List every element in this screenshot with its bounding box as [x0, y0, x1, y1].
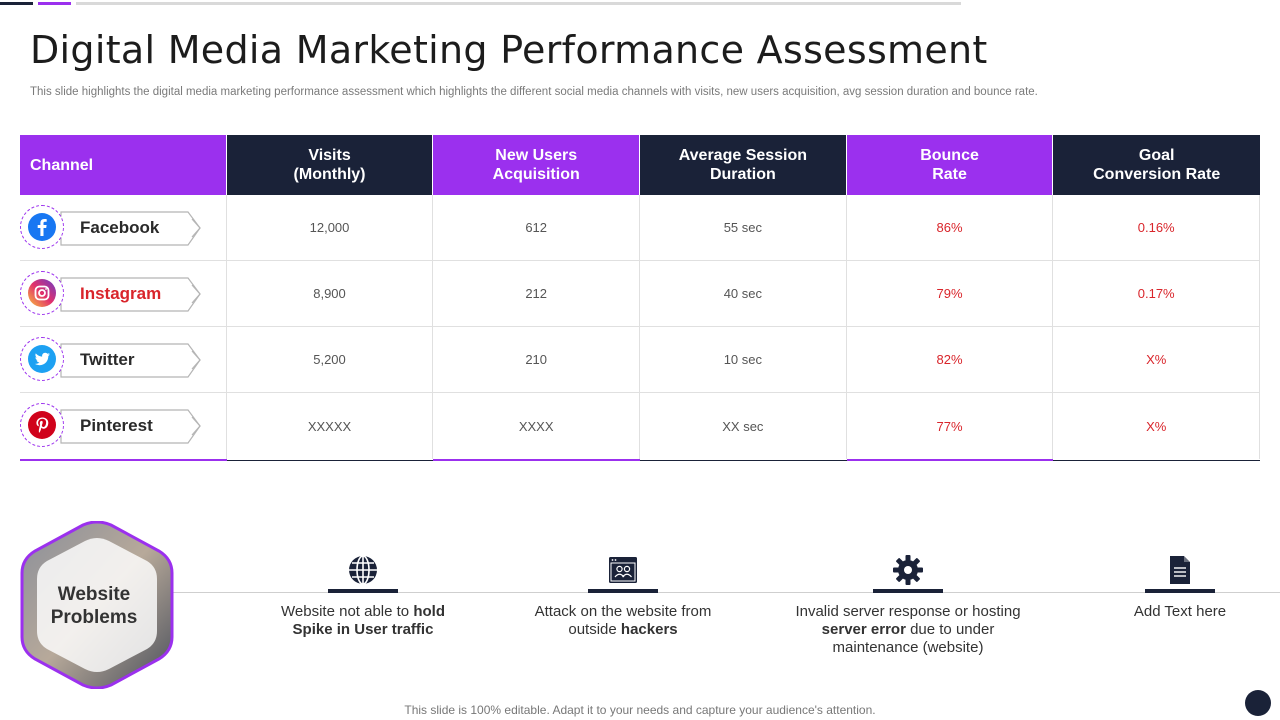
channel-cell: Pinterest: [20, 393, 227, 459]
problem-item: Website not able to hold Spike in User tr…: [243, 554, 483, 639]
visits-cell: 12,000: [227, 195, 434, 260]
session-cell: 55 sec: [640, 195, 847, 260]
bounce-cell: 77%: [847, 393, 1054, 459]
header-channel: Channel: [20, 135, 227, 195]
table-header-row: Channel Visits (Monthly) New Users Acqui…: [20, 135, 1261, 195]
pinterest-icon: [20, 403, 64, 447]
problem-text: Invalid server response or hosting server…: [795, 603, 1021, 656]
header-bounce-rate: Bounce Rate: [846, 135, 1054, 195]
header-visits: Visits (Monthly): [226, 135, 434, 195]
table-row: Twitter 5,200 210 10 sec 82% X%: [20, 327, 1261, 393]
page-subtitle: This slide highlights the digital media …: [30, 86, 1038, 98]
session-cell: 40 sec: [640, 261, 847, 326]
accent-segment-gray: [76, 2, 961, 5]
header-goal-conversion: Goal Conversion Rate: [1053, 135, 1261, 195]
visits-cell: 8,900: [227, 261, 434, 326]
table-row: Instagram 8,900 212 40 sec 79% 0.17%: [20, 261, 1261, 327]
bounce-cell: 82%: [847, 327, 1054, 392]
problem-underline: [1145, 589, 1215, 593]
twitter-icon: [20, 337, 64, 381]
performance-table: Channel Visits (Monthly) New Users Acqui…: [20, 135, 1261, 459]
globe-icon: [243, 554, 483, 586]
website-problems-heading: Website Problems: [50, 584, 138, 628]
bounce-cell: 86%: [847, 195, 1054, 260]
new-users-cell: XXXX: [433, 393, 641, 459]
table-row: Pinterest XXXXX XXXX XX sec 77% X%: [20, 393, 1261, 459]
goal-cell: 0.16%: [1053, 195, 1261, 260]
page-title: Digital Media Marketing Performance Asse…: [30, 28, 988, 72]
channel-cell: Instagram: [20, 261, 227, 326]
session-cell: XX sec: [640, 393, 847, 459]
channel-cell: Twitter: [20, 327, 227, 392]
channel-pill: Facebook: [60, 211, 201, 246]
browser-users-icon: [503, 554, 743, 586]
table-bottom-border: [20, 459, 1261, 461]
channel-cell: Facebook: [20, 195, 227, 260]
problem-item: Attack on the website from outside hacker…: [503, 554, 743, 639]
problem-text: Add Text here: [1133, 603, 1227, 620]
new-users-cell: 210: [433, 327, 641, 392]
channel-name: Pinterest: [80, 416, 153, 435]
timeline-divider: [170, 592, 1280, 593]
channel-pill: Instagram: [60, 277, 201, 312]
goal-cell: 0.17%: [1053, 261, 1261, 326]
problem-underline: [328, 589, 398, 593]
accent-segment-purple: [38, 2, 71, 5]
new-users-cell: 612: [433, 195, 641, 260]
facebook-icon: [20, 205, 64, 249]
new-users-cell: 212: [433, 261, 641, 326]
problem-item: Add Text here: [1060, 554, 1280, 621]
problem-underline: [588, 589, 658, 593]
gear-icon: [788, 554, 1028, 586]
footer-note: This slide is 100% editable. Adapt it to…: [404, 703, 876, 717]
table-row: Facebook 12,000 612 55 sec 86% 0.16%: [20, 195, 1261, 261]
problem-text: Website not able to hold Spike in User tr…: [281, 603, 445, 638]
top-accent-bar: [0, 2, 1280, 6]
channel-name: Twitter: [80, 350, 135, 369]
channel-name: Instagram: [80, 284, 162, 303]
visits-cell: 5,200: [227, 327, 434, 392]
accent-segment-navy: [0, 2, 33, 5]
problem-text: Attack on the website from outside hacker…: [534, 603, 712, 638]
navigation-dot[interactable]: [1245, 690, 1271, 716]
problem-underline: [873, 589, 943, 593]
header-new-users: New Users Acquisition: [433, 135, 641, 195]
website-problems-hexagon: Website Problems: [19, 520, 175, 690]
session-cell: 10 sec: [640, 327, 847, 392]
channel-name: Facebook: [80, 218, 160, 237]
instagram-icon: [20, 271, 64, 315]
document-icon: [1060, 554, 1280, 586]
problem-item: Invalid server response or hosting server…: [788, 554, 1028, 657]
goal-cell: X%: [1053, 393, 1261, 459]
channel-pill: Pinterest: [60, 409, 201, 444]
bounce-cell: 79%: [847, 261, 1054, 326]
goal-cell: X%: [1053, 327, 1261, 392]
header-session-duration: Average Session Duration: [640, 135, 847, 195]
visits-cell: XXXXX: [227, 393, 434, 459]
channel-pill: Twitter: [60, 343, 201, 378]
